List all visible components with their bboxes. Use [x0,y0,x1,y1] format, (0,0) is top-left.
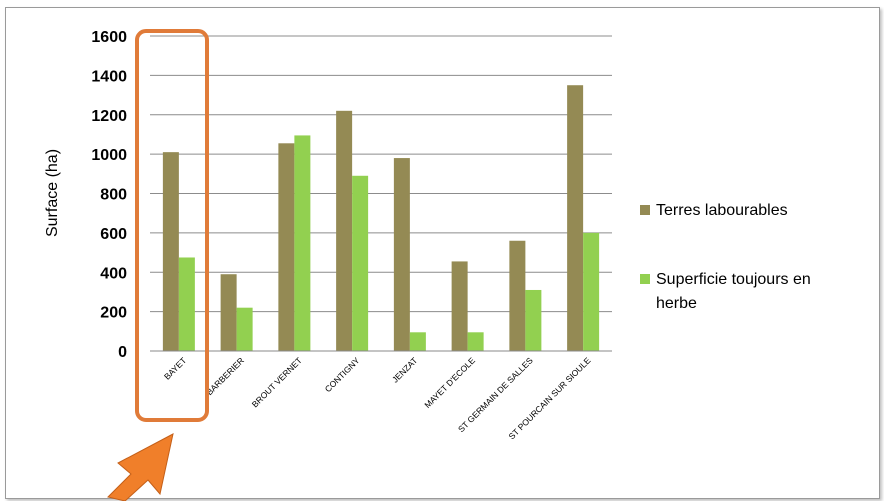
highlight-box [135,29,209,422]
legend-label: herbe [656,295,697,312]
bar-superficie-herbe [178,257,195,351]
legend-label: Terres labourables [656,202,788,219]
bar-terres-labourables [162,152,179,351]
bar-superficie-herbe [236,307,253,351]
x-axis-ticks: BAYET BARBERIER BROUT VERNET CONTIGNY JENZAT… [162,355,593,441]
bar-terres-labourables [509,240,526,351]
bar-superficie-herbe [294,135,311,351]
y-tick-label: 0 [118,344,127,361]
y-axis-ticks: 0 200 400 600 800 1000 1200 1400 1600 [91,29,127,361]
legend-swatch [640,205,650,215]
bar-superficie-herbe [409,332,426,351]
bar-terres-labourables [278,143,295,351]
bar-superficie-herbe [352,175,369,351]
y-tick-label: 800 [100,187,127,204]
x-tick-label: BAYET [162,355,188,381]
y-tick-label: 1200 [91,108,127,125]
bar-terres-labourables [336,110,353,351]
bar-terres-labourables [567,85,584,351]
bar-terres-labourables [393,158,410,351]
y-tick-label: 600 [100,226,127,243]
legend-swatch [640,274,650,284]
x-tick-label: CONTIGNY [323,355,362,394]
y-axis-label: Surface (ha) [44,149,61,237]
legend: Terres labourables Superficie toujours en… [640,202,811,312]
bars [162,85,600,351]
x-tick-label: JENZAT [390,355,419,384]
y-tick-label: 1400 [91,68,127,85]
x-tick-label: MAYET D'ECOLE [422,355,477,410]
x-tick-label: BARBERIER [204,355,246,397]
legend-label: Superficie toujours en [656,271,811,288]
gridlines [150,35,612,313]
bar-superficie-herbe [467,332,484,351]
bar-superficie-herbe [583,232,600,351]
bar-terres-labourables [451,261,468,351]
highlight-arrow-icon [107,433,174,501]
bar-superficie-herbe [525,289,542,351]
y-tick-label: 200 [100,305,127,322]
bar-terres-labourables [220,274,237,351]
y-tick-label: 1000 [91,147,127,164]
x-tick-label: BROUT VERNET [250,355,304,409]
chart-frame [5,7,880,499]
y-tick-label: 1600 [91,29,127,46]
y-tick-label: 400 [100,265,127,282]
